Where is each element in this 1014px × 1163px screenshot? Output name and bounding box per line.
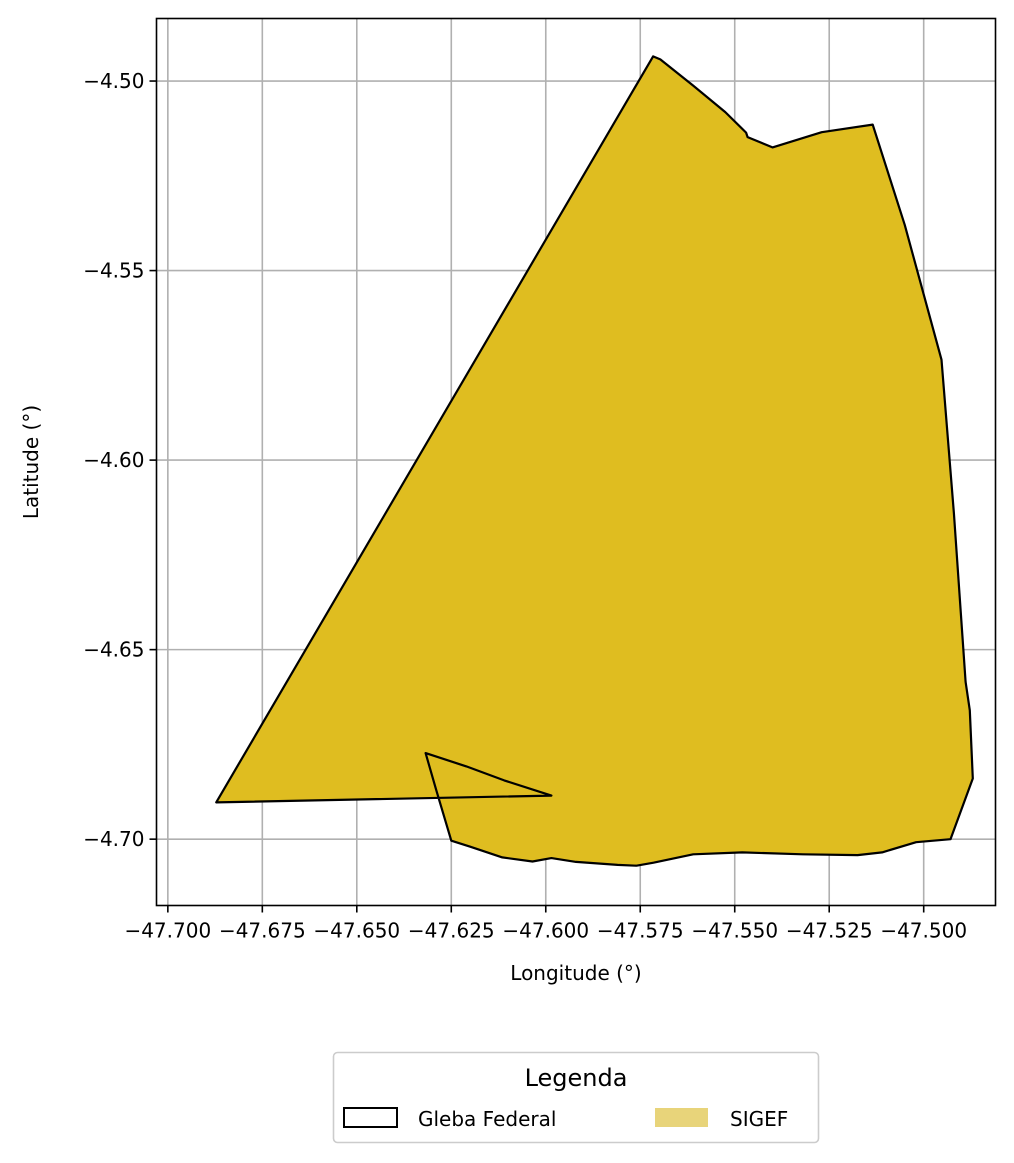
x-tick-label: −47.650 (313, 919, 400, 943)
y-tick-label: −4.70 (83, 827, 144, 851)
x-tick-label: −47.700 (124, 919, 211, 943)
legend-swatch-sigef (655, 1108, 708, 1127)
x-tick-label: −47.575 (597, 919, 684, 943)
y-axis-label: Latitude (°) (19, 405, 43, 519)
x-tick-label: −47.600 (502, 919, 589, 943)
legend-swatch-gleba-federal (343, 1107, 398, 1128)
y-tick-label: −4.65 (83, 638, 144, 662)
legend-label-sigef: SIGEF (730, 1107, 788, 1131)
x-tick-label: −47.500 (880, 919, 967, 943)
y-tick-label: −4.60 (83, 448, 144, 472)
x-tick-label: −47.625 (408, 919, 495, 943)
legend-label-gleba-federal: Gleba Federal (418, 1107, 556, 1131)
x-tick-label: −47.525 (786, 919, 873, 943)
y-axis-ticks: −4.50 −4.55 −4.60 −4.65 −4.70 (83, 69, 157, 851)
x-tick-label: −47.675 (219, 919, 306, 943)
x-axis-label: Longitude (°) (510, 961, 641, 985)
legend-title: Legenda (525, 1064, 628, 1092)
x-axis-ticks: −47.700 −47.675 −47.650 −47.625 −47.600 −47.5… (124, 905, 967, 943)
y-tick-label: −4.50 (83, 69, 144, 93)
legend: Legenda Gleba Federal SIGEF (332, 1051, 820, 1144)
x-tick-label: −47.550 (691, 919, 778, 943)
sigef-polygon (216, 56, 973, 866)
y-tick-label: −4.55 (83, 259, 144, 283)
plot-area: −47.700 −47.675 −47.650 −47.625 −47.600 −47.5… (83, 17, 997, 943)
plot-frame (155, 17, 997, 907)
map-layers (215, 55, 974, 867)
gleba-federal-polygon (215, 55, 974, 867)
